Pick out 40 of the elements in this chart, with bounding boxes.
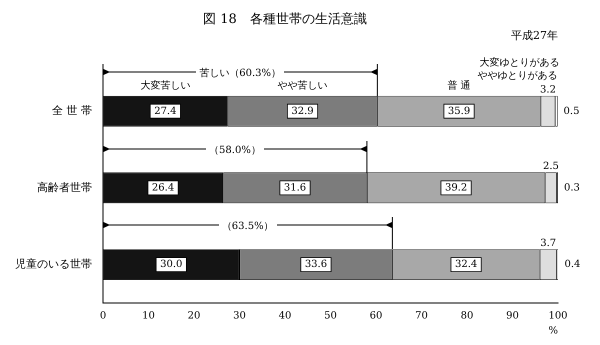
data-label: 3.7 bbox=[540, 238, 556, 249]
annotation: （58.0%） bbox=[206, 144, 264, 156]
data-label: 2.5 bbox=[542, 161, 559, 172]
data-label: 0.4 bbox=[564, 259, 580, 270]
chart-subtitle: 平成27年 bbox=[511, 29, 558, 42]
x-tick-label: 70 bbox=[415, 310, 428, 322]
x-tick-label: 10 bbox=[142, 310, 155, 322]
data-label: 0.3 bbox=[564, 182, 580, 194]
x-tick-label: 100 bbox=[548, 310, 568, 322]
chart-title: 図 18 各種世帯の生活意識 bbox=[203, 12, 367, 28]
y-tick-label: 全 世 帯 bbox=[52, 104, 92, 118]
data-label: 31.6 bbox=[284, 182, 306, 194]
data-label: 30.0 bbox=[160, 259, 182, 270]
x-tick-label: 80 bbox=[460, 310, 474, 322]
annotation: 苦しい（60.3%） bbox=[196, 68, 284, 79]
series-label: ややゆとりがある bbox=[477, 70, 558, 82]
x-tick-label: 0 bbox=[100, 310, 106, 322]
data-label: 32.9 bbox=[291, 106, 314, 117]
data-label: 35.9 bbox=[448, 106, 470, 117]
annotation: （63.5%） bbox=[218, 221, 277, 232]
x-tick-label: 20 bbox=[188, 310, 200, 322]
data-label: 26.4 bbox=[152, 182, 174, 194]
text: 大変ゆとりがある bbox=[480, 56, 560, 68]
data-label: 27.4 bbox=[154, 106, 176, 117]
y-tick-label: 高齢者世帯 bbox=[37, 180, 92, 194]
data-label: 3.2 bbox=[540, 84, 556, 96]
x-tick-label: 40 bbox=[278, 310, 292, 322]
data-label: 32.4 bbox=[454, 259, 478, 270]
x-tick-label: 50 bbox=[324, 310, 337, 322]
x-tick-label: 30 bbox=[233, 310, 246, 322]
data-label: 0.5 bbox=[564, 106, 580, 117]
series-label: やや苦しい bbox=[278, 79, 328, 92]
data-label: 33.6 bbox=[304, 259, 328, 270]
y-tick-label: 児童のいる世帯 bbox=[15, 257, 92, 270]
x-tick-label: 60 bbox=[370, 310, 382, 322]
x-tick-label: 90 bbox=[506, 310, 519, 322]
data-label: 39.2 bbox=[444, 182, 468, 194]
series-label: 大変苦しい bbox=[140, 79, 190, 92]
series-label: 普 通 bbox=[447, 79, 471, 92]
x-axis-title: % bbox=[548, 326, 558, 337]
